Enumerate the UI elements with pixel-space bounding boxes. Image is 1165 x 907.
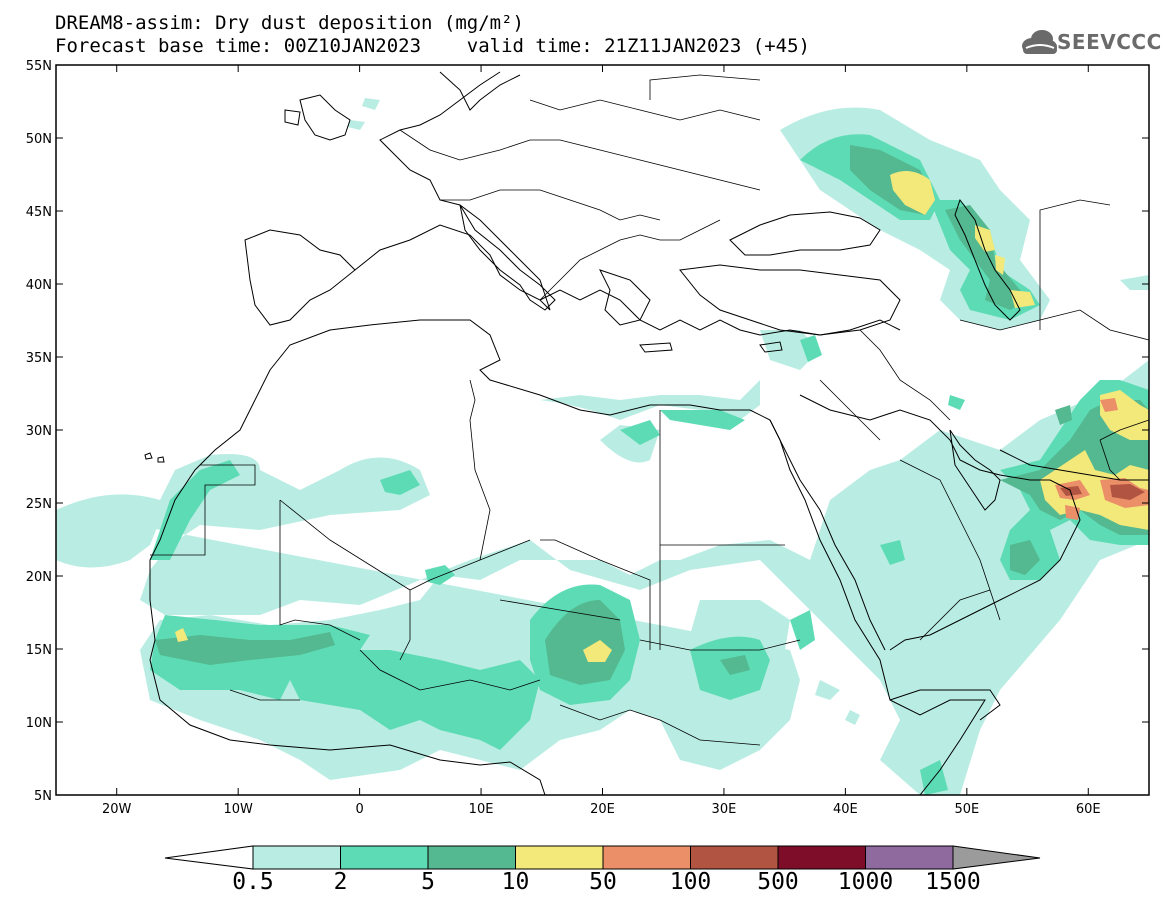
borders (150, 74, 1149, 746)
colorbar-level-label: 1000 (837, 869, 894, 895)
y-tick-label: 50N (26, 132, 52, 147)
colorbar-under-triangle (164, 845, 254, 870)
x-tick-label: 50E (954, 802, 979, 817)
colorbar-level-label: 5 (421, 869, 435, 895)
colorbar-box (865, 845, 954, 870)
y-tick-label: 35N (26, 351, 52, 366)
dust-shading (56, 98, 1149, 795)
logo-text: SEEVCCC (1057, 30, 1162, 54)
map-subtitle: Forecast base time: 00Z10JAN2023 valid t… (55, 35, 810, 57)
x-tick-label: 60E (1076, 802, 1101, 817)
colorbar-level-label: 10 (501, 869, 530, 895)
colorbar-level-label: 500 (757, 869, 799, 895)
coastlines (144, 71, 1149, 795)
colorbar-box (777, 845, 866, 870)
colorbar-box (252, 845, 341, 870)
x-tick-label: 0 (355, 802, 363, 817)
x-tick-label: 10E (469, 802, 494, 817)
colorbar-level-label: 0.5 (232, 869, 274, 895)
x-tick-label: 40E (833, 802, 858, 817)
y-tick-label: 15N (26, 643, 52, 658)
y-axis: 55N 50N 45N 40N 35N 30N 25N 20N 15N 10N 5N (26, 59, 1149, 804)
y-tick-label: 40N (26, 278, 52, 293)
y-tick-label: 55N (26, 59, 52, 74)
x-tick-label: 30E (712, 802, 737, 817)
y-tick-label: 45N (26, 205, 52, 220)
colorbar-level-label: 100 (669, 869, 712, 895)
colorbar-box (690, 845, 779, 870)
map-title: DREAM8-assim: Dry dust deposition (mg/m²… (55, 12, 524, 34)
y-tick-label: 5N (34, 789, 52, 804)
x-tick-label: 20W (102, 802, 132, 817)
y-tick-label: 25N (26, 497, 52, 512)
x-axis: 20W 10W 0 10E 20E 30E 40E 50E 60E (102, 65, 1101, 817)
colorbar-box (602, 845, 691, 870)
y-tick-label: 20N (26, 570, 52, 585)
colorbar-box (515, 845, 604, 870)
colorbar-level-label: 2 (333, 869, 348, 895)
colorbar-level-label: 1500 (925, 869, 981, 895)
x-tick-label: 20E (590, 802, 615, 817)
x-tick-label: 10W (223, 802, 253, 817)
colorbar (164, 845, 1041, 870)
colorbar-box (340, 845, 429, 870)
colorbar-level-label: 50 (589, 869, 617, 895)
y-tick-label: 30N (26, 424, 52, 439)
colorbar-over-triangle (952, 845, 1041, 870)
y-tick-label: 10N (26, 716, 52, 731)
colorbar-box (427, 845, 516, 870)
cloud-logo-icon (1022, 30, 1057, 54)
